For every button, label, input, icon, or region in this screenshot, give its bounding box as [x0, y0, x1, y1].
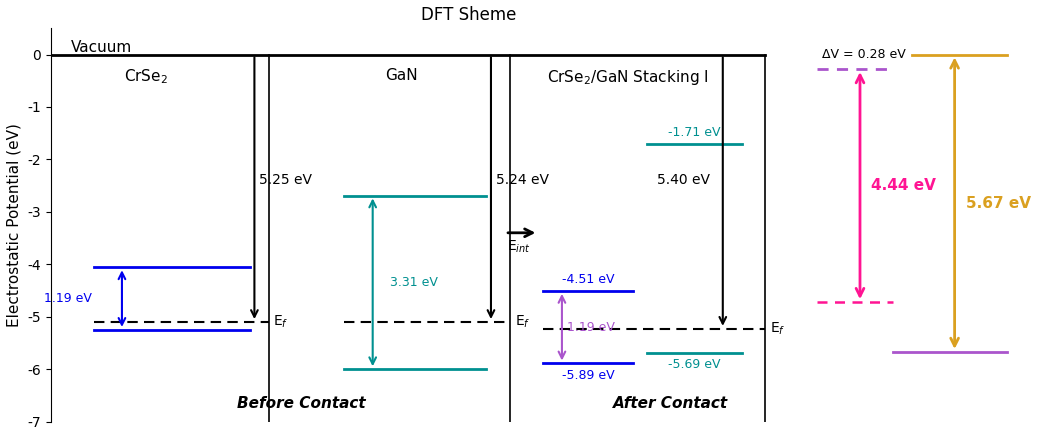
Text: -1.71 eV: -1.71 eV: [668, 126, 721, 139]
Text: 5.24 eV: 5.24 eV: [495, 173, 549, 187]
Text: 4.44 eV: 4.44 eV: [871, 178, 936, 193]
Text: 5.40 eV: 5.40 eV: [656, 173, 709, 187]
Text: DFT Sheme: DFT Sheme: [421, 7, 515, 24]
Text: E$_f$: E$_f$: [274, 314, 289, 330]
Text: Before Contact: Before Contact: [238, 396, 366, 411]
Text: After Contact: After Contact: [613, 396, 728, 411]
Text: E$_f$: E$_f$: [514, 314, 530, 330]
Text: 5.25 eV: 5.25 eV: [259, 173, 312, 187]
Text: ΔV = 0.28 eV: ΔV = 0.28 eV: [823, 49, 906, 61]
Y-axis label: Electrostatic Potential (eV): Electrostatic Potential (eV): [7, 123, 22, 327]
Text: -5.69 eV: -5.69 eV: [668, 358, 721, 371]
Text: 1.19 eV: 1.19 eV: [567, 321, 614, 334]
Text: -5.89 eV: -5.89 eV: [562, 368, 614, 382]
Text: GaN: GaN: [385, 68, 418, 83]
Text: Vacuum: Vacuum: [70, 39, 133, 55]
Text: -4.51 eV: -4.51 eV: [562, 273, 614, 286]
Text: 3.31 eV: 3.31 eV: [389, 276, 438, 289]
Text: CrSe$_2$/GaN Stacking I: CrSe$_2$/GaN Stacking I: [547, 68, 709, 87]
Text: CrSe$_2$: CrSe$_2$: [124, 68, 167, 87]
Text: 5.67 eV: 5.67 eV: [966, 196, 1031, 211]
Text: E$_{int}$: E$_{int}$: [507, 239, 531, 256]
Text: E$_f$: E$_f$: [770, 321, 786, 337]
Text: 1.19 eV: 1.19 eV: [44, 292, 92, 305]
